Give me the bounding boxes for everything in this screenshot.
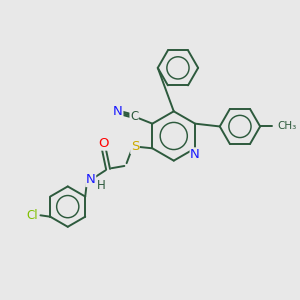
Text: CH₃: CH₃ bbox=[278, 122, 297, 131]
Text: N: N bbox=[190, 148, 200, 161]
Text: H: H bbox=[97, 178, 106, 191]
Text: Cl: Cl bbox=[27, 209, 38, 222]
Text: C: C bbox=[130, 110, 138, 123]
Text: N: N bbox=[86, 173, 96, 187]
Text: O: O bbox=[99, 137, 109, 150]
Text: N: N bbox=[113, 105, 123, 118]
Text: S: S bbox=[131, 140, 139, 153]
